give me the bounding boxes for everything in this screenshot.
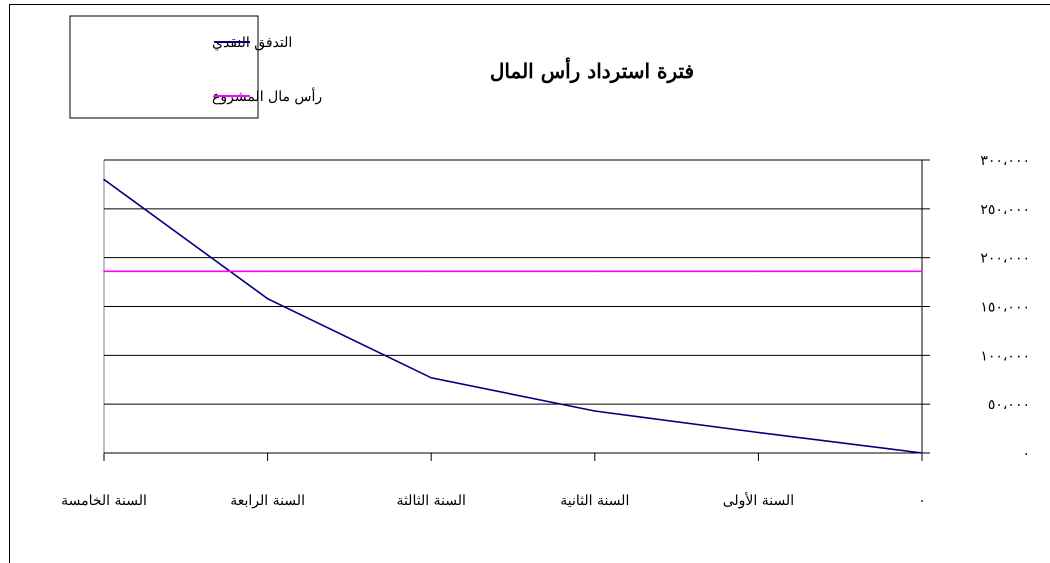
series-line-0	[103, 178, 923, 454]
y-tick-label-6: ٣٠٠،٠٠٠	[980, 153, 1030, 169]
series-1-point-4	[266, 270, 269, 273]
series-1-point-1	[757, 270, 760, 273]
x-tick-label-0: ٠	[918, 493, 926, 509]
series-0-point-5	[103, 178, 105, 181]
series-1-point-2	[594, 270, 596, 273]
series-1-point-5	[103, 270, 105, 273]
x-tick-label-1: السنة الأولى	[723, 491, 794, 509]
series-0-point-1	[757, 431, 760, 434]
x-tick-label-2: السنة الثانية	[560, 493, 629, 509]
x-tick-label-3: السنة الثالثة	[396, 493, 465, 509]
y-tick-label-5: ٢٥٠،٠٠٠	[980, 202, 1030, 218]
series-0-point-0	[921, 452, 923, 454]
legend-label-project-capital: رأس مال المشروع	[212, 86, 322, 105]
y-tick-label-1: ٥٠،٠٠٠	[988, 397, 1030, 413]
series-1-point-3	[430, 270, 433, 273]
chart-title: فترة استرداد رأس المال	[490, 57, 694, 84]
legend: التدفق النقدي رأس مال المشروع	[69, 15, 322, 119]
x-axis-ticks: ٠ السنة الأولى السنة الثانية السنة الثالثة ا…	[61, 453, 926, 509]
series-0-point-2	[594, 410, 596, 412]
gridlines	[103, 159, 922, 453]
x-tick-label-5: السنة الخامسة	[61, 493, 147, 509]
y-tick-label-4: ٢٠٠،٠٠٠	[980, 251, 1030, 267]
y-tick-label-0: ٠	[1022, 446, 1030, 462]
series-0-point-3	[430, 376, 433, 379]
legend-label-cash-flow: التدفق النقدي	[212, 35, 292, 51]
legend-box	[69, 15, 259, 119]
series-lines	[103, 178, 923, 454]
y-axis-ticks: ٠ ٥٠،٠٠٠ ١٠٠،٠٠٠ ١٥٠،٠٠٠ ٢٠٠،٠٠٠ ٢٥٠،٠٠٠ ٣٠٠،٠…	[922, 153, 1030, 462]
x-tick-label-4: السنة الرابعة	[230, 493, 305, 509]
y-tick-label-3: ١٥٠،٠٠٠	[980, 300, 1030, 316]
series-1-point-0	[921, 270, 923, 273]
series-0-point-4	[266, 297, 269, 300]
y-tick-label-2: ١٠٠،٠٠٠	[980, 348, 1030, 364]
